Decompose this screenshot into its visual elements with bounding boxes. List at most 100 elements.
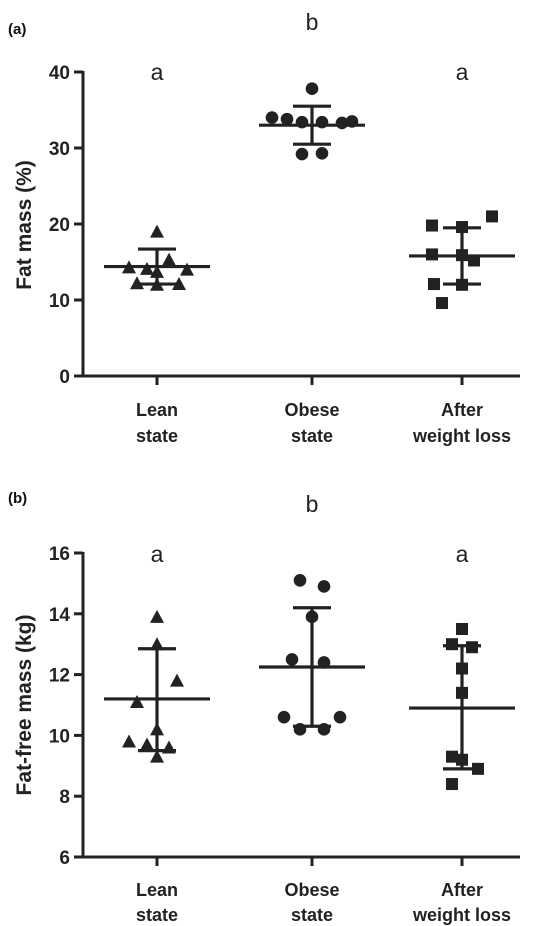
y-tick-label: 14 <box>49 605 71 626</box>
data-point-circle <box>295 115 309 129</box>
panel-a-data-points <box>122 82 498 310</box>
panel-b-data-points <box>122 574 484 791</box>
panel-b-significance: a b a <box>151 491 469 567</box>
data-point-square <box>456 753 468 766</box>
data-point-triangle <box>122 734 136 748</box>
data-point-square <box>456 221 468 234</box>
data-point-circle <box>317 723 331 736</box>
x-category-label-line2: state <box>291 905 333 925</box>
data-point-triangle <box>140 737 154 751</box>
x-category-label-line2: state <box>136 905 178 925</box>
panel-b-mean-sd-bars <box>104 606 515 771</box>
data-point-circle <box>280 112 294 126</box>
y-tick-label: 6 <box>59 848 70 869</box>
x-category-label-line1: After <box>441 880 483 900</box>
data-point-circle <box>293 723 307 736</box>
panel-a-significance: a b a <box>151 9 469 85</box>
data-point-triangle <box>130 276 144 290</box>
data-point-circle <box>293 574 307 587</box>
x-category-label-line2: state <box>136 426 178 446</box>
data-point-triangle <box>150 264 164 278</box>
significance-letter: b <box>306 9 319 35</box>
panel-a-mean-sd-bars <box>104 104 515 286</box>
panel-b-y-ticks: 6 8 10 12 14 16 <box>49 544 83 869</box>
x-category-label-line1: Lean <box>136 880 178 900</box>
data-point-circle <box>317 656 331 669</box>
data-point-circle <box>295 147 309 161</box>
data-point-triangle <box>140 261 154 275</box>
panel-b-label: (b) <box>8 490 27 507</box>
x-category-label-line2: weight loss <box>412 905 511 925</box>
data-point-square <box>456 249 468 262</box>
panel-a-y-axis-label: Fat mass (%) <box>13 160 36 290</box>
data-point-square <box>466 641 478 654</box>
data-point-square <box>486 210 498 223</box>
x-category-label-line1: After <box>441 400 483 420</box>
y-tick-label: 16 <box>49 544 70 565</box>
data-point-circle <box>335 116 349 130</box>
data-point-square <box>446 750 458 763</box>
data-point-square <box>436 297 448 310</box>
panel-b-axes <box>81 552 520 859</box>
data-point-circle <box>277 710 291 724</box>
data-point-triangle <box>180 262 194 276</box>
significance-letter: a <box>151 541 164 567</box>
data-point-triangle <box>150 224 164 238</box>
panel-a-label: (a) <box>8 21 26 38</box>
data-point-triangle <box>162 740 176 754</box>
panel-b-x-categories: Lean state Obese state After weight loss <box>136 857 511 925</box>
data-point-circle <box>333 710 347 724</box>
data-point-circle <box>305 610 319 624</box>
y-tick-label: 12 <box>49 666 70 687</box>
y-tick-label: 30 <box>49 139 70 160</box>
data-point-square <box>426 219 438 232</box>
data-point-triangle <box>170 673 184 687</box>
y-tick-label: 40 <box>49 63 70 84</box>
data-point-square <box>472 762 484 775</box>
significance-letter: a <box>151 59 164 85</box>
data-point-square <box>446 638 458 651</box>
data-point-square <box>428 278 440 291</box>
data-point-triangle <box>150 609 164 623</box>
x-category-label-line1: Obese <box>284 880 339 900</box>
significance-letter: b <box>306 491 319 517</box>
data-point-square <box>456 278 468 291</box>
y-tick-label: 10 <box>49 291 70 312</box>
data-point-triangle <box>150 749 164 763</box>
data-point-square <box>468 254 480 267</box>
panel-b-y-axis-label: Fat-free mass (kg) <box>13 615 36 796</box>
data-point-square <box>426 248 438 261</box>
significance-letter: a <box>456 59 469 85</box>
x-category-label-line1: Lean <box>136 400 178 420</box>
y-tick-label: 8 <box>59 787 70 808</box>
data-point-triangle <box>172 277 186 291</box>
data-point-circle <box>315 115 329 129</box>
data-point-circle <box>317 580 331 593</box>
data-point-circle <box>285 653 299 666</box>
x-category-label-line2: state <box>291 426 333 446</box>
data-point-circle <box>305 82 319 96</box>
data-point-triangle <box>162 252 176 266</box>
data-point-circle <box>345 115 359 128</box>
data-point-triangle <box>150 722 164 736</box>
significance-letter: a <box>456 541 469 567</box>
data-point-triangle <box>150 277 164 291</box>
panel-a-y-ticks: 0 10 20 30 40 <box>49 63 83 388</box>
panel-b: (b) Fat-free mass (kg) 6 8 10 12 14 16 a b a Le… <box>8 490 520 925</box>
data-point-square <box>446 778 458 791</box>
y-tick-label: 0 <box>59 367 70 388</box>
data-point-circle <box>265 111 279 124</box>
data-point-triangle <box>122 260 136 274</box>
data-point-square <box>456 623 468 635</box>
data-point-triangle <box>130 694 144 708</box>
panel-a: (a) Fat mass (%) 0 10 20 30 40 a b a Lean state… <box>8 9 520 446</box>
x-category-label-line2: weight loss <box>412 426 511 446</box>
y-tick-label: 10 <box>49 726 70 747</box>
panel-a-x-categories: Lean state Obese state After weight loss <box>136 376 511 446</box>
x-category-label-line1: Obese <box>284 400 339 420</box>
data-point-square <box>456 686 468 699</box>
panel-a-axes <box>81 71 520 378</box>
y-tick-label: 20 <box>49 215 70 236</box>
data-point-triangle <box>150 637 164 651</box>
